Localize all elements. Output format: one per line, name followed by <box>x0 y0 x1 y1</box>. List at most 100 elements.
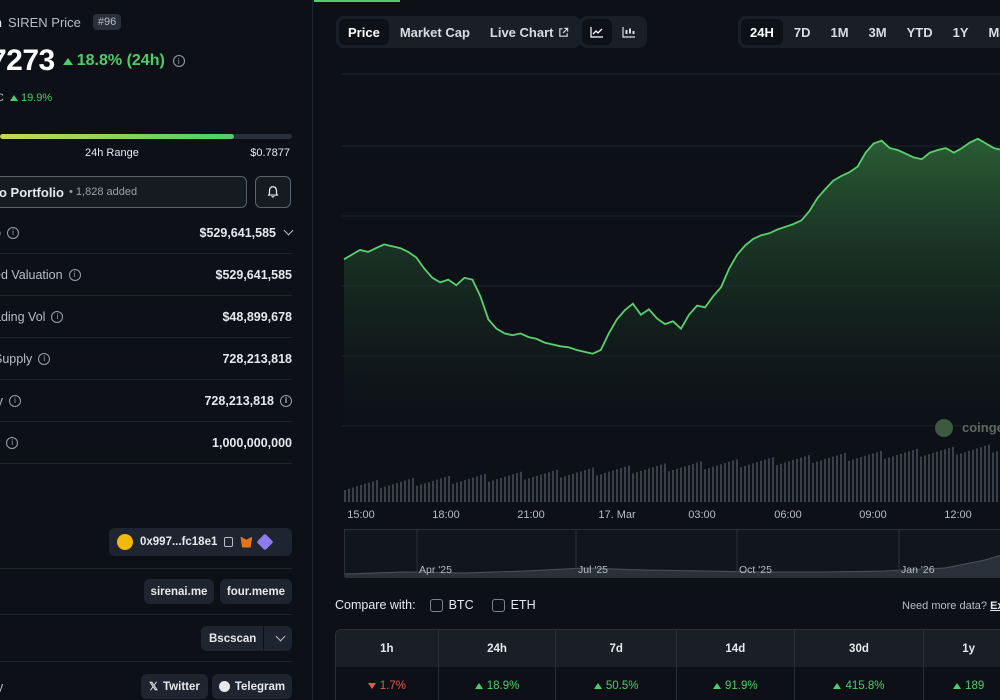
range-tab-ytd[interactable]: YTD <box>906 24 933 40</box>
range-tab-max[interactable]: Max <box>988 24 1000 40</box>
tab-market-cap[interactable]: Market Cap <box>399 24 470 40</box>
line-chart-button[interactable] <box>582 19 612 45</box>
volume-bar <box>744 465 746 502</box>
price-row: 7273 18.8% (24h) i <box>0 44 185 78</box>
period-header: 7d <box>556 630 677 667</box>
volume-bar <box>456 482 458 502</box>
volume-bar <box>504 476 506 502</box>
volume-bar <box>356 486 358 502</box>
range-tab-1m[interactable]: 1M <box>830 24 849 40</box>
metamask-icon[interactable] <box>240 536 253 548</box>
line-chart-icon <box>590 27 603 38</box>
volume-bar <box>720 464 722 502</box>
info-icon[interactable]: i <box>6 226 19 239</box>
volume-bar <box>976 448 978 502</box>
compare-eth-checkbox[interactable]: ETH <box>491 598 536 612</box>
x-axis-labels: 15:00 18:00 21:00 17. Mar 03:00 06:00 09:00 12:… <box>314 509 1000 523</box>
price-alert-button[interactable] <box>255 176 291 208</box>
info-icon[interactable]: i <box>9 394 22 407</box>
volume-bar <box>400 481 402 502</box>
info-icon[interactable]: i <box>6 436 19 449</box>
volume-bar <box>984 445 986 502</box>
volume-bar <box>440 478 442 502</box>
volume-bar <box>640 470 642 502</box>
website-link[interactable]: four.meme <box>220 579 292 604</box>
stat-label: p <box>0 226 1 240</box>
info-icon[interactable]: i <box>172 55 185 67</box>
volume-bar <box>932 452 934 502</box>
volume-bar <box>464 480 466 502</box>
info-icon[interactable]: i <box>51 310 64 323</box>
volume-bar <box>956 454 958 502</box>
volume-bar <box>404 480 406 502</box>
range-tab-24h[interactable]: 24H <box>741 19 783 45</box>
up-arrow-icon <box>474 682 483 689</box>
volume-bar <box>752 463 754 502</box>
period-header: 24h <box>439 630 557 667</box>
volume-bar <box>768 458 770 502</box>
add-to-portfolio-button[interactable]: o Portfolio • 1,828 added <box>0 176 247 208</box>
price-chart[interactable]: coinge <box>342 60 1000 510</box>
wallet-icon[interactable] <box>256 533 274 551</box>
volume-bar <box>940 450 942 502</box>
telegram-link[interactable]: Telegram <box>212 674 292 699</box>
website-link[interactable]: sirenai.me <box>144 579 214 604</box>
volume-bar <box>412 478 414 502</box>
range-tab-7d[interactable]: 7D <box>793 24 811 40</box>
volume-bar <box>468 478 470 502</box>
up-arrow-icon <box>62 57 73 65</box>
volume-bar <box>844 453 846 502</box>
range-bar <box>0 134 292 139</box>
twitter-link[interactable]: 𝕏 Twitter <box>141 674 208 699</box>
range-tab-1y[interactable]: 1Y <box>952 24 969 40</box>
range-navigator[interactable]: Apr '25 Jul '25 Oct '25 Jan '26 <box>344 529 1000 578</box>
tab-price[interactable]: Price <box>339 19 389 45</box>
up-arrow-icon <box>713 682 722 689</box>
divider <box>0 614 292 615</box>
volume-bar <box>952 446 954 502</box>
range-tab-3m[interactable]: 3M <box>868 24 887 40</box>
volume-bar <box>968 450 970 502</box>
volume-bar <box>884 458 886 502</box>
period-header: 1y <box>924 630 1000 667</box>
copy-icon[interactable] <box>224 537 234 547</box>
volume-bar <box>764 459 766 502</box>
info-icon[interactable]: i <box>280 394 292 407</box>
navigator-label: Jul '25 <box>578 564 609 576</box>
candlestick-chart-button[interactable] <box>614 19 644 45</box>
volume-bar <box>596 475 598 502</box>
contract-pill[interactable]: 0x997...fc18e1 <box>109 528 292 556</box>
compare-btc-checkbox[interactable]: BTC <box>429 598 474 612</box>
btc-price-row: C 19.9% <box>0 92 52 104</box>
info-icon[interactable]: i <box>38 352 51 365</box>
up-arrow-icon <box>833 682 842 689</box>
range-fill <box>0 134 234 139</box>
volume-bar <box>472 477 474 502</box>
info-icon[interactable]: i <box>68 268 81 281</box>
volume-bar <box>516 473 518 502</box>
chevron-down-icon[interactable] <box>283 225 294 236</box>
volume-bar <box>788 461 790 502</box>
stat-row: Supplyi 728,213,818 <box>0 338 292 380</box>
explore-api-link[interactable]: Ex <box>990 600 1000 612</box>
volume-bar <box>748 464 750 502</box>
volume-bar <box>812 462 814 502</box>
volume-bar <box>484 473 486 502</box>
volume-bar <box>772 457 774 502</box>
volume-bar <box>888 457 890 502</box>
volume-bar <box>348 488 350 502</box>
explorer-dropdown[interactable]: Bscscan <box>201 626 292 651</box>
volume-bar <box>900 453 902 502</box>
volume-bar <box>960 453 962 502</box>
volume-bar <box>692 463 694 502</box>
volume-bar <box>912 450 914 502</box>
volume-bar <box>732 460 734 502</box>
volume-bar <box>680 467 682 502</box>
volume-bar <box>836 455 838 502</box>
tab-live-chart[interactable]: Live Chart <box>481 19 579 45</box>
volume-bar <box>840 454 842 502</box>
volume-bar <box>796 458 798 502</box>
volume-bar <box>624 466 626 502</box>
volume-bar <box>816 461 818 502</box>
